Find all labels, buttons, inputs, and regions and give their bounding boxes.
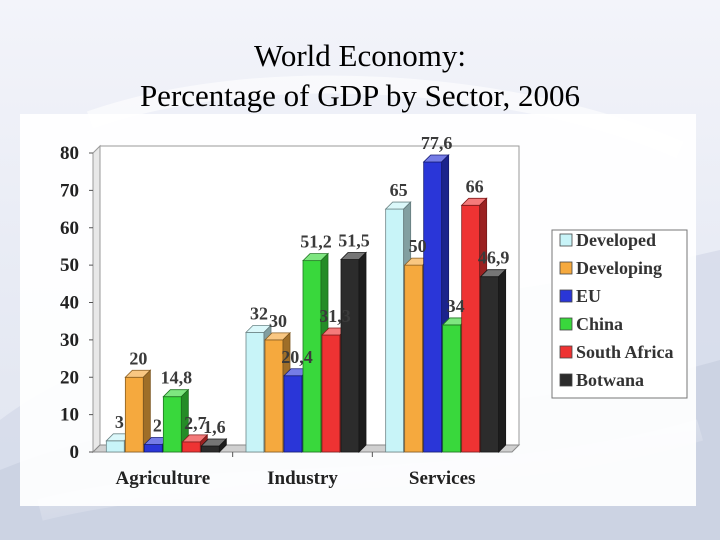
y-tick-label: 50	[60, 255, 79, 276]
bar-value-label: 20,4	[281, 347, 313, 367]
bar-value-label: 14,8	[161, 368, 193, 388]
chart-title: World Economy: Percentage of GDP by Sect…	[0, 36, 720, 116]
legend-item: Botwana	[559, 370, 644, 390]
value-labels: 3 20 2 14,8 2,71,6 32 30 20,4 51,2 31,3 51,5 65 50 77…	[115, 133, 510, 437]
bar-value-label: 34	[447, 296, 465, 316]
legend-item: EU	[559, 286, 601, 306]
bar	[124, 369, 152, 453]
chart-bars	[105, 154, 507, 453]
bar-value-label: 46,9	[478, 248, 510, 268]
x-tick-label: Agriculture	[116, 468, 211, 489]
bar-value-label: 50	[409, 236, 427, 256]
bar	[479, 268, 507, 453]
bar-value-label: 2	[153, 416, 162, 436]
y-tick-label: 10	[60, 405, 79, 426]
legend-label: Developed	[576, 230, 656, 250]
legend-swatch	[559, 317, 573, 331]
y-tick-label: 40	[60, 293, 79, 314]
legend-item: China	[559, 314, 623, 334]
title-line-1: World Economy:	[254, 38, 466, 73]
bar	[200, 438, 228, 453]
y-tick-label: 70	[60, 180, 79, 201]
legend-label: China	[576, 314, 623, 334]
legend-swatch	[559, 373, 573, 387]
y-tick-label: 20	[60, 367, 79, 388]
bar-value-label: 77,6	[421, 133, 453, 153]
bar-value-label: 1,6	[203, 417, 226, 437]
bar-value-label: 65	[390, 180, 408, 200]
legend-item: Developed	[559, 230, 656, 250]
y-tick-label: 80	[60, 143, 79, 164]
legend-swatch	[559, 261, 573, 275]
plot-side-wall	[92, 144, 101, 454]
legend-box	[551, 229, 688, 399]
bar-value-label: 51,5	[338, 231, 370, 251]
bar	[162, 388, 190, 453]
bar-value-label: 2,7	[184, 413, 207, 433]
legend-label: EU	[576, 286, 601, 306]
legend-label: Developing	[576, 258, 662, 278]
y-tick-label: 30	[60, 330, 79, 351]
legend-swatch	[559, 289, 573, 303]
legend-swatch	[559, 345, 573, 359]
bar-value-label: 32	[250, 303, 268, 323]
bar-value-label: 3	[115, 412, 124, 432]
legend-label: South Africa	[576, 342, 674, 362]
legend-swatch	[559, 233, 573, 247]
x-tick-label: Services	[409, 468, 475, 489]
legend: Developed Developing EU China South Africa Bo…	[551, 229, 688, 399]
y-tick-label: 0	[70, 442, 80, 463]
bar-value-label: 30	[269, 311, 287, 331]
legend-item: Developing	[559, 258, 662, 278]
x-tick-label: Industry	[267, 468, 338, 489]
y-tick-label: 60	[60, 218, 79, 239]
legend-label: Botwana	[576, 370, 644, 390]
title-line-2: Percentage of GDP by Sector, 2006	[139, 78, 581, 113]
bar-value-label: 31,3	[319, 306, 351, 326]
legend-item: South Africa	[559, 342, 674, 362]
bar	[340, 251, 367, 453]
bar-value-label: 20	[129, 348, 147, 368]
bar-value-label: 51,2	[300, 232, 332, 252]
bar-value-label: 66	[466, 176, 484, 196]
